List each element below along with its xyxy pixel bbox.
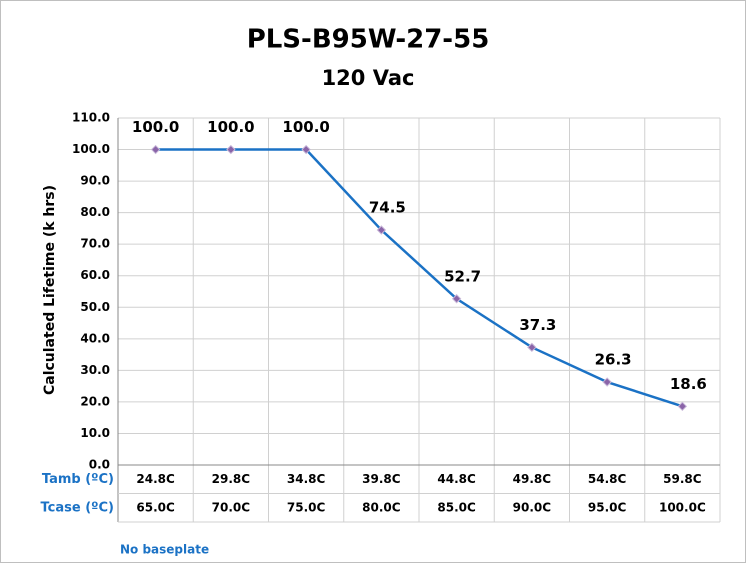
data-line	[155, 148, 683, 408]
y-tick-label: 60.0	[80, 268, 110, 282]
marker	[150, 144, 161, 155]
data-label: 100.0	[282, 118, 329, 136]
marker	[226, 144, 236, 155]
row-label: Tcase (ºC)	[41, 500, 114, 515]
x-tick-label: 100.0C	[659, 500, 706, 514]
x-tick-label: 54.8C	[588, 472, 627, 486]
y-tick-label: 10.0	[80, 426, 110, 440]
x-tick-label: 59.8C	[663, 472, 702, 486]
marker	[602, 377, 612, 387]
y-tick-label: 0.0	[89, 458, 110, 472]
chart-subtitle: 120 Vac	[322, 66, 415, 90]
marker	[301, 144, 311, 155]
y-tick-label: 90.0	[80, 174, 110, 188]
y-tick-label: 20.0	[80, 394, 110, 408]
x-tick-label: 80.0C	[362, 500, 401, 514]
data-label: 37.3	[519, 316, 556, 334]
x-tick-label: 49.8C	[513, 472, 552, 486]
data-label: 52.7	[444, 267, 481, 285]
x-tick-label: 44.8C	[437, 472, 476, 486]
data-label: 18.6	[670, 375, 707, 393]
x-tick-label: 85.0C	[437, 500, 476, 514]
x-tick-label: 65.0C	[136, 500, 175, 514]
marker	[527, 342, 537, 353]
x-tick-label: 34.8C	[287, 472, 326, 486]
x-tick-label: 29.8C	[212, 472, 251, 486]
y-tick-label: 70.0	[80, 237, 110, 251]
data-label: 100.0	[207, 118, 254, 136]
data-label: 100.0	[132, 118, 179, 136]
marker	[376, 225, 387, 235]
y-tick-label: 100.0	[72, 142, 110, 156]
x-tick-label: 90.0C	[513, 500, 552, 514]
y-tick-label: 50.0	[80, 300, 110, 314]
x-tick-label: 39.8C	[362, 472, 401, 486]
y-tick-label: 80.0	[80, 205, 110, 219]
y-tick-label: 30.0	[80, 363, 110, 377]
y-tick-label: 110.0	[72, 111, 110, 125]
data-label: 74.5	[369, 198, 406, 216]
marker	[451, 294, 462, 304]
x-tick-label: 24.8C	[136, 472, 175, 486]
x-tick-label: 95.0C	[588, 500, 627, 514]
y-axis-label: Calculated Lifetime (k hrs)	[42, 185, 58, 395]
chart-title: PLS-B95W-27-55	[247, 25, 490, 55]
marker	[677, 401, 688, 412]
footnote: No baseplate	[120, 543, 209, 557]
row-label: Tamb (ºC)	[42, 472, 114, 487]
x-tick-label: 70.0C	[212, 500, 251, 514]
data-label: 26.3	[595, 351, 632, 369]
x-tick-label: 75.0C	[287, 500, 326, 514]
y-tick-label: 40.0	[80, 331, 110, 345]
